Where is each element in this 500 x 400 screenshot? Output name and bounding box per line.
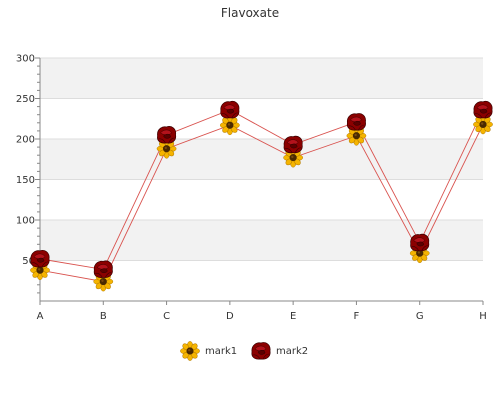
point-mark2-D [220,100,240,119]
x-axis-ticks: A B C D E F G H [37,301,487,322]
gridlines [40,57,483,261]
series-line-mark1 [39,124,484,283]
y-tick-label: 200 [16,135,35,146]
x-tick-label: C [163,311,170,322]
point-mark2-H [473,100,493,119]
point-mark1-D [219,115,240,136]
point-mark2-B [93,260,113,278]
rose-icon [251,342,271,360]
point-mark2-F [346,113,366,131]
x-tick-label: F [354,311,360,322]
x-tick-label: D [226,311,234,322]
legend-label-mark1: mark1 [205,346,237,357]
y-tick-label: 300 [16,54,35,65]
legend-item-mark2: mark2 [251,342,308,360]
grid-band [40,220,483,261]
x-tick-label: G [416,311,424,322]
x-tick-label: E [290,311,296,322]
y-tick-label: 100 [16,216,35,227]
sunflower-icon [179,340,201,362]
series-line-mark2 [39,109,484,270]
series-group [29,100,494,292]
point-mark2-G [410,233,430,252]
x-tick-label: H [479,311,487,322]
legend: mark1 mark2 [179,340,308,362]
legend-label-mark2: mark2 [276,346,308,357]
y-tick-label: 150 [16,175,35,186]
legend-item-mark1: mark1 [179,340,237,362]
y-tick-label: 250 [16,94,35,105]
point-mark2-E [283,135,303,154]
y-tick-label: 50 [22,256,35,267]
x-tick-label: A [37,311,44,322]
grid-bands [40,58,483,261]
grid-band [40,139,483,180]
point-mark2-A [30,250,50,268]
point-mark2-C [157,126,177,144]
x-tick-label: B [100,311,107,322]
chart-title: Flavoxate [221,6,279,20]
grid-band [40,58,483,99]
